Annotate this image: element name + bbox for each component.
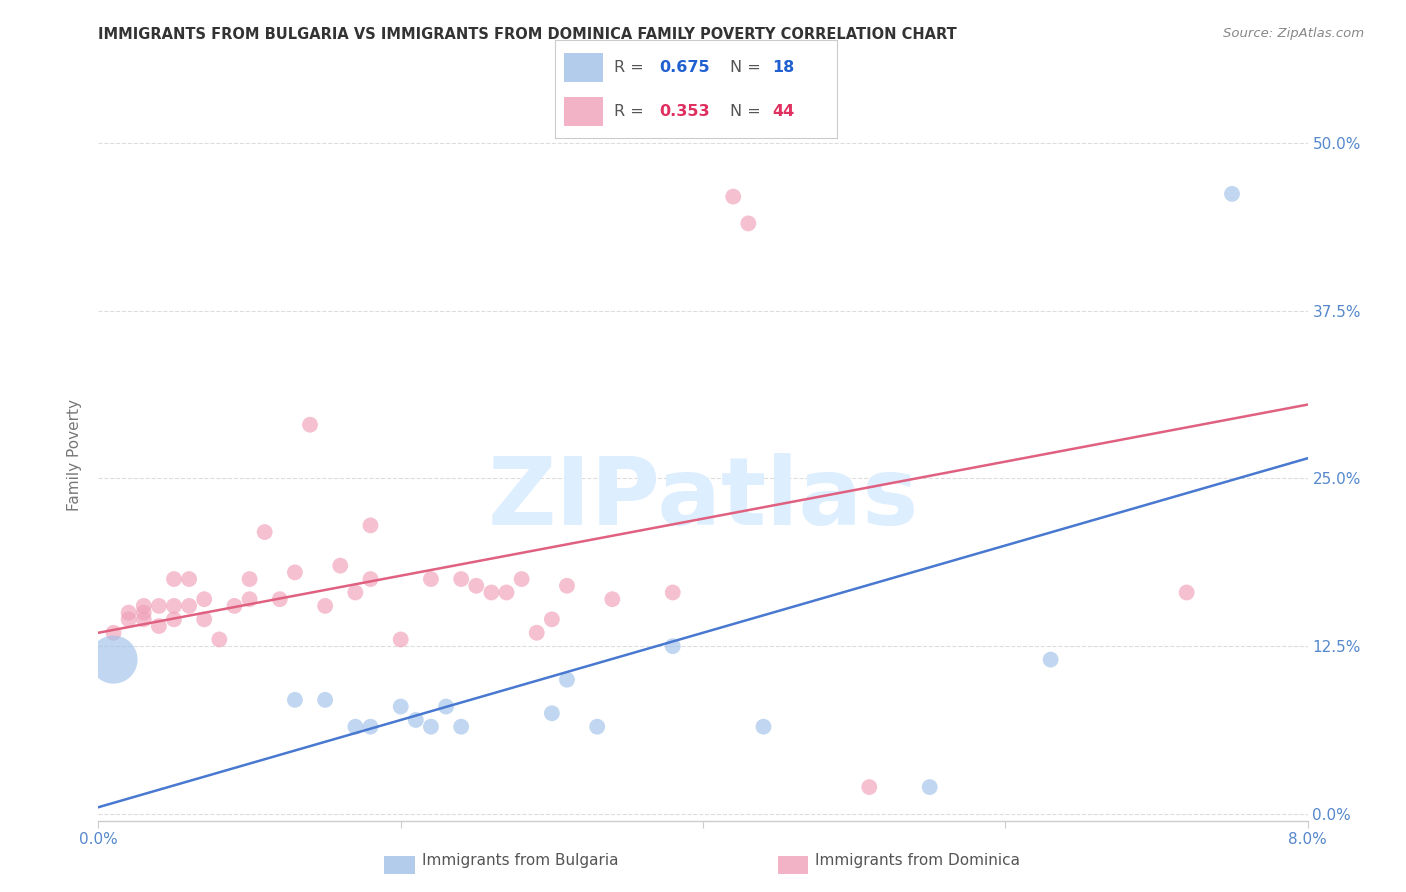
- Point: [405, 713, 427, 727]
- Point: [118, 612, 141, 626]
- Point: [253, 525, 276, 540]
- Point: [450, 572, 472, 586]
- Text: ZIPatlas: ZIPatlas: [488, 453, 918, 545]
- Text: 0.353: 0.353: [659, 104, 710, 120]
- Point: [555, 579, 578, 593]
- Point: [208, 632, 231, 647]
- Point: [239, 572, 262, 586]
- Point: [541, 612, 564, 626]
- Point: [465, 579, 488, 593]
- Text: 18: 18: [772, 60, 794, 75]
- Point: [103, 625, 125, 640]
- Point: [163, 599, 186, 613]
- Point: [389, 632, 412, 647]
- Point: [179, 599, 201, 613]
- Point: [148, 599, 170, 613]
- Point: [555, 673, 578, 687]
- Point: [314, 599, 336, 613]
- Point: [420, 720, 443, 734]
- Point: [526, 625, 548, 640]
- Text: R =: R =: [614, 60, 650, 75]
- Point: [1220, 186, 1243, 201]
- Text: Source: ZipAtlas.com: Source: ZipAtlas.com: [1223, 27, 1364, 40]
- Point: [163, 612, 186, 626]
- Point: [737, 216, 759, 230]
- Text: IMMIGRANTS FROM BULGARIA VS IMMIGRANTS FROM DOMINICA FAMILY POVERTY CORRELATION : IMMIGRANTS FROM BULGARIA VS IMMIGRANTS F…: [98, 27, 957, 42]
- Bar: [564, 97, 603, 127]
- Point: [269, 592, 291, 607]
- Point: [360, 720, 382, 734]
- Text: N =: N =: [730, 60, 766, 75]
- Point: [239, 592, 262, 607]
- Point: [148, 619, 170, 633]
- Point: [858, 780, 880, 794]
- Text: Immigrants from Bulgaria: Immigrants from Bulgaria: [422, 853, 619, 868]
- Point: [510, 572, 533, 586]
- Point: [1039, 652, 1062, 666]
- Point: [284, 693, 307, 707]
- Point: [495, 585, 517, 599]
- Bar: [564, 53, 603, 82]
- Point: [163, 572, 186, 586]
- Point: [586, 720, 609, 734]
- Point: [344, 585, 367, 599]
- Point: [193, 612, 215, 626]
- Text: R =: R =: [614, 104, 650, 120]
- Point: [103, 652, 125, 666]
- Point: [389, 699, 412, 714]
- Point: [420, 572, 443, 586]
- Point: [224, 599, 246, 613]
- Point: [360, 518, 382, 533]
- Point: [360, 572, 382, 586]
- Point: [541, 706, 564, 721]
- Point: [662, 585, 685, 599]
- Point: [132, 612, 155, 626]
- Point: [450, 720, 472, 734]
- Point: [299, 417, 322, 432]
- Point: [284, 566, 307, 580]
- Point: [314, 693, 336, 707]
- Point: [918, 780, 941, 794]
- Point: [723, 189, 745, 203]
- Point: [118, 606, 141, 620]
- Point: [132, 599, 155, 613]
- Y-axis label: Family Poverty: Family Poverty: [67, 399, 83, 511]
- Text: Immigrants from Dominica: Immigrants from Dominica: [815, 853, 1021, 868]
- Point: [1175, 585, 1198, 599]
- Point: [193, 592, 215, 607]
- Point: [344, 720, 367, 734]
- Point: [662, 639, 685, 653]
- Text: 44: 44: [772, 104, 794, 120]
- Point: [481, 585, 503, 599]
- Point: [752, 720, 775, 734]
- Point: [179, 572, 201, 586]
- Text: N =: N =: [730, 104, 766, 120]
- Text: 0.675: 0.675: [659, 60, 710, 75]
- Point: [132, 606, 155, 620]
- Point: [329, 558, 352, 573]
- Point: [602, 592, 624, 607]
- Point: [434, 699, 457, 714]
